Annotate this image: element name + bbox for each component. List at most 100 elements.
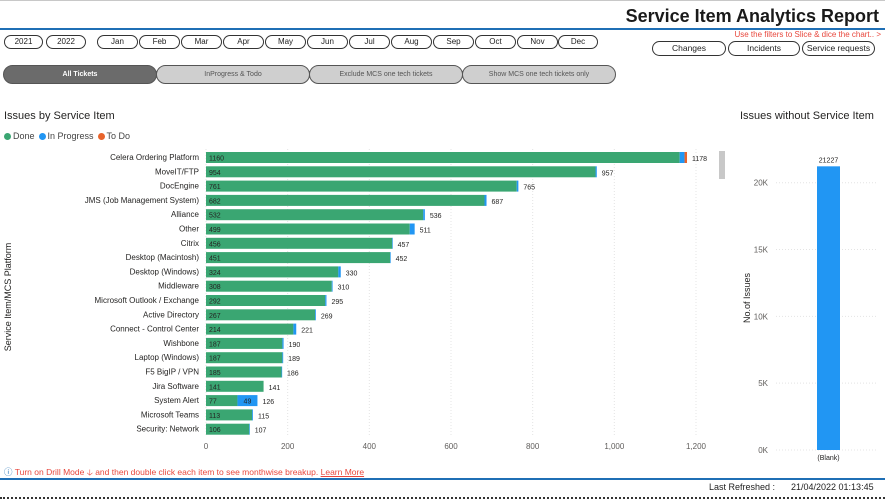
bar-segment-done[interactable] bbox=[206, 237, 393, 249]
tab-exclude-mcs[interactable]: Exclude MCS one tech tickets bbox=[309, 65, 463, 84]
category-label[interactable]: Wishbone bbox=[163, 339, 199, 348]
done-data-label: 113 bbox=[209, 413, 220, 420]
bar-segment-done[interactable] bbox=[206, 423, 250, 435]
year-2021-button[interactable]: 2021 bbox=[4, 35, 43, 49]
legend-done-label: Done bbox=[13, 131, 35, 141]
month-aug-button[interactable]: Aug bbox=[391, 35, 432, 49]
legend-in-progress-label: In Progress bbox=[47, 131, 94, 141]
bar-segment-in-progress[interactable] bbox=[282, 352, 284, 364]
bar-segment-done[interactable] bbox=[206, 409, 253, 421]
bar-segment-done[interactable] bbox=[206, 252, 391, 264]
bar-segment-in-progress[interactable] bbox=[409, 223, 415, 235]
category-label[interactable]: Desktop (Macintosh) bbox=[126, 253, 200, 262]
bar-segment-in-progress[interactable] bbox=[595, 166, 597, 178]
category-label[interactable]: Jira Software bbox=[152, 382, 199, 391]
bar-segment-done[interactable] bbox=[206, 266, 339, 278]
category-label[interactable]: Connect - Control Center bbox=[110, 325, 199, 334]
category-label[interactable]: Desktop (Windows) bbox=[130, 267, 200, 276]
bar-segment-in-progress[interactable] bbox=[237, 395, 258, 407]
changes-button[interactable]: Changes bbox=[652, 41, 726, 56]
bar-segment-in-progress[interactable] bbox=[331, 280, 333, 292]
blank-bar[interactable] bbox=[817, 166, 840, 451]
bar-segment-in-progress[interactable] bbox=[293, 323, 297, 335]
year-2022-button[interactable]: 2022 bbox=[46, 35, 86, 49]
bar-segment-in-progress[interactable] bbox=[249, 423, 250, 435]
bar-segment-done[interactable] bbox=[206, 166, 596, 178]
bar-segment-in-progress[interactable] bbox=[325, 295, 327, 306]
tab-mcs-only[interactable]: Show MCS one tech tickets only bbox=[462, 65, 616, 84]
bar-segment-in-progress[interactable] bbox=[282, 337, 284, 349]
bar-segment-done[interactable] bbox=[206, 295, 326, 306]
bar-segment-done[interactable] bbox=[206, 395, 238, 407]
total-data-label: 765 bbox=[523, 185, 535, 192]
month-oct-button[interactable]: Oct bbox=[475, 35, 516, 49]
service-requests-button[interactable]: Service requests bbox=[802, 41, 875, 56]
bar-segment-done[interactable] bbox=[206, 194, 485, 206]
bar-segment-done[interactable] bbox=[206, 366, 282, 378]
category-label[interactable]: Laptop (Windows) bbox=[135, 353, 200, 362]
category-label[interactable]: Citrix bbox=[181, 239, 199, 248]
bar-segment-done[interactable] bbox=[206, 152, 680, 163]
month-nov-button[interactable]: Nov bbox=[517, 35, 558, 49]
bar-segment-done[interactable] bbox=[206, 352, 283, 364]
done-data-label: 499 bbox=[209, 227, 221, 234]
bar-segment-in-progress[interactable] bbox=[252, 409, 253, 421]
bar-segment-to-do[interactable] bbox=[684, 152, 688, 163]
month-mar-button[interactable]: Mar bbox=[181, 35, 222, 49]
bar-segment-in-progress[interactable] bbox=[281, 366, 283, 378]
legend-in-progress[interactable]: In Progress bbox=[38, 131, 94, 141]
bar-segment-in-progress[interactable] bbox=[392, 237, 393, 249]
category-label[interactable]: Microsoft Outlook / Exchange bbox=[95, 296, 200, 305]
category-label[interactable]: Security: Network bbox=[136, 425, 200, 434]
category-label[interactable]: System Alert bbox=[154, 396, 200, 405]
bar-segment-done[interactable] bbox=[206, 180, 517, 192]
month-dec-button[interactable]: Dec bbox=[558, 35, 598, 49]
tab-all-tickets[interactable]: All Tickets bbox=[3, 65, 157, 84]
month-jun-button[interactable]: Jun bbox=[307, 35, 348, 49]
bar-segment-in-progress[interactable] bbox=[390, 252, 391, 264]
month-feb-button[interactable]: Feb bbox=[139, 35, 180, 49]
category-label[interactable]: F5 BigIP / VPN bbox=[145, 368, 199, 377]
bar-segment-in-progress[interactable] bbox=[516, 180, 519, 192]
bar-segment-in-progress[interactable] bbox=[679, 152, 685, 163]
category-label[interactable]: MoveIT/FTP bbox=[155, 167, 199, 176]
side-y-tick-label: 20K bbox=[754, 179, 769, 188]
bar-segment-in-progress[interactable] bbox=[484, 194, 487, 206]
category-label[interactable]: JMS (Job Management System) bbox=[85, 196, 200, 205]
bar-segment-in-progress[interactable] bbox=[423, 209, 425, 221]
incidents-button[interactable]: Incidents bbox=[728, 41, 800, 56]
bar-segment-done[interactable] bbox=[206, 337, 283, 349]
chart-scrollbar[interactable] bbox=[719, 151, 725, 179]
bar-segment-done[interactable] bbox=[206, 280, 332, 292]
tab-inprogress-todo[interactable]: InProgress & Todo bbox=[156, 65, 310, 84]
category-label[interactable]: Alliance bbox=[171, 210, 200, 219]
legend-to-do[interactable]: To Do bbox=[97, 131, 130, 141]
total-data-label: 190 bbox=[289, 342, 301, 349]
month-jul-button[interactable]: Jul bbox=[349, 35, 390, 49]
legend-done[interactable]: Done bbox=[4, 131, 35, 141]
done-data-label: 214 bbox=[209, 327, 221, 334]
done-data-label: 185 bbox=[209, 370, 221, 377]
category-label[interactable]: Microsoft Teams bbox=[141, 410, 199, 419]
issues-by-service-item-chart[interactable]: Service Item/MCS Platform 1160 1178 954 957… bbox=[0, 145, 730, 465]
bar-segment-in-progress[interactable] bbox=[338, 266, 341, 278]
category-label[interactable]: Middleware bbox=[158, 282, 199, 291]
issues-without-service-item-chart[interactable]: No.of Issues 0K 5K 10K 15K 20K 21227 (Blank) bbox=[738, 140, 885, 465]
month-apr-button[interactable]: Apr bbox=[223, 35, 264, 49]
month-may-button[interactable]: May bbox=[265, 35, 306, 49]
bar-segment-done[interactable] bbox=[206, 380, 264, 392]
category-label[interactable]: Active Directory bbox=[143, 310, 199, 319]
done-data-label: 308 bbox=[209, 284, 221, 291]
category-label[interactable]: Celera Ordering Platform bbox=[110, 153, 199, 162]
category-label[interactable]: DocEngine bbox=[160, 182, 200, 191]
bar-segment-in-progress[interactable] bbox=[315, 309, 316, 321]
bar-segment-done[interactable] bbox=[206, 323, 294, 335]
bar-segment-done[interactable] bbox=[206, 223, 410, 235]
month-jan-button[interactable]: Jan bbox=[97, 35, 138, 49]
done-data-label: 682 bbox=[209, 198, 221, 205]
category-label[interactable]: Other bbox=[179, 225, 199, 234]
month-sep-button[interactable]: Sep bbox=[433, 35, 474, 49]
learn-more-link[interactable]: Learn More bbox=[320, 467, 365, 477]
bar-segment-done[interactable] bbox=[206, 309, 316, 321]
bar-segment-done[interactable] bbox=[206, 209, 424, 221]
